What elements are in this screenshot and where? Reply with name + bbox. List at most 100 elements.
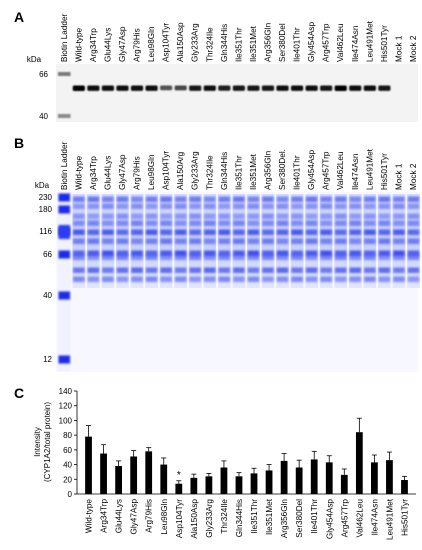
lane-band: [87, 220, 100, 226]
lane-band: [305, 276, 318, 282]
lane-band: [233, 203, 245, 209]
a-lane-label: His501Tyr: [380, 25, 389, 62]
lane-band: [131, 229, 143, 235]
lane-band: [160, 254, 172, 260]
lane-labels-a: Biotin Ladder Wild-type Arg34Trp Glu44Lys Gl…: [60, 13, 418, 62]
lane-band: [247, 196, 260, 202]
lane-band: [218, 203, 231, 209]
lane-band: [233, 267, 245, 273]
x-tick-labels: Wild-type Arg34Trp Glu44Lys Gly47Asp Arg79Hi…: [85, 498, 410, 540]
band-Ile351Thr: [232, 85, 245, 91]
lane-band: [262, 203, 274, 209]
lane-band: [73, 203, 85, 209]
y-axis-label-line1: Intensity: [33, 427, 42, 457]
x-tick-label: Ile351Met: [265, 498, 274, 535]
a-lane-label: Ile401Thr: [293, 27, 302, 62]
bar-Gly233Arg: [205, 476, 213, 494]
lane-band: [247, 238, 260, 244]
lane-band: [189, 238, 201, 244]
a-lane-label: Ala150Asp: [176, 22, 185, 62]
lane-band: [131, 267, 143, 273]
b-lane-label: Biotin Ladder: [60, 141, 69, 190]
lane-band: [320, 213, 332, 219]
lane-band: [160, 196, 172, 202]
a-lane-label: Leu491Met: [365, 20, 374, 62]
lane-band: [320, 267, 332, 273]
lane-band: [189, 229, 201, 235]
a-lane-label: Leu98Gln: [147, 26, 156, 62]
b-lane-label: Mock 2: [409, 163, 418, 190]
b-lane-label: Gly47Asp: [118, 154, 127, 190]
lane-band: [116, 250, 129, 256]
lane-band: [233, 276, 245, 282]
marker-b-label: 12: [43, 355, 52, 364]
lane-band: [73, 267, 85, 273]
lane-band: [407, 229, 420, 235]
lane-band: [291, 276, 303, 282]
band-Wild-type: [72, 85, 85, 91]
band-His501Tyr: [378, 85, 391, 91]
a-lane-label: Ile351Met: [249, 25, 258, 62]
lane-band: [349, 254, 362, 260]
lane-band: [262, 276, 274, 282]
marker-b-label: 116: [39, 227, 52, 236]
a-lane-label: Arg79His: [133, 28, 142, 62]
band-Ala150Asp: [174, 85, 187, 91]
lane-band: [320, 203, 332, 209]
a-lane-label: Wild-type: [74, 27, 83, 62]
lane-band: [73, 276, 85, 282]
lane-band: [378, 196, 391, 202]
lane-band: [160, 213, 172, 219]
lane-band: [276, 250, 289, 256]
lane-band: [276, 238, 289, 244]
ladder-lane: [58, 193, 71, 371]
lane-band: [276, 196, 289, 202]
band-Asp104Tyr: [160, 85, 173, 91]
b-lane-label: Glu44Lys: [103, 156, 112, 190]
lane-band: [131, 196, 143, 202]
lane-band: [87, 229, 100, 235]
markers-b: 230 180 116 66 40 12: [39, 193, 53, 364]
lane-band: [247, 229, 260, 235]
lane-band: [393, 267, 405, 273]
x-tick-label: Leu98Gln: [160, 499, 169, 535]
a-lane-label: Arg457Trp: [322, 23, 331, 62]
lane-band: [349, 238, 362, 244]
ladder-band-40: [58, 114, 71, 118]
b-lane-label: Ile351Thr: [234, 155, 243, 190]
ladder-band: [58, 225, 71, 239]
a-lane-label: Ser380Del: [278, 23, 287, 62]
x-tick-label: Gly47Asp: [130, 499, 139, 535]
marker-b-label: 230: [39, 193, 53, 202]
b-lane-label: Arg457Trp: [322, 151, 331, 190]
bar-Gln344His: [235, 476, 243, 494]
band-Ile474Asn: [349, 85, 362, 91]
lane-band: [204, 213, 216, 219]
lane-band: [276, 220, 289, 226]
lane-band: [218, 220, 231, 226]
lane-band: [291, 238, 303, 244]
lane-band: [334, 196, 347, 202]
lane-band: [218, 213, 231, 219]
b-lane-label: Ala150Arg: [176, 151, 185, 190]
b-lane-label: Val462Leu: [336, 151, 345, 190]
b-lane-label: Ile401Thr: [293, 155, 302, 190]
lane-band: [189, 220, 201, 226]
bar-Asp104Tyr: [175, 483, 183, 494]
lane-band: [378, 267, 391, 273]
lane-band: [276, 254, 289, 260]
lane-band: [218, 267, 231, 273]
bar-His501Tyr: [401, 480, 408, 494]
lane-band: [174, 229, 187, 235]
a-lane-label: Gly47Asp: [118, 26, 127, 62]
ladder-band: [58, 193, 71, 202]
a-lane-label: Ile474Asn: [351, 25, 360, 62]
lane-band: [305, 213, 318, 219]
marker-a-label: 40: [39, 112, 48, 121]
lane-band: [262, 220, 274, 226]
y-tick-label: 40: [63, 461, 72, 470]
x-tick-label: Ser380Del: [295, 499, 304, 538]
lane-band: [87, 254, 100, 260]
lane-band: [378, 213, 391, 219]
lane-band: [145, 213, 158, 219]
